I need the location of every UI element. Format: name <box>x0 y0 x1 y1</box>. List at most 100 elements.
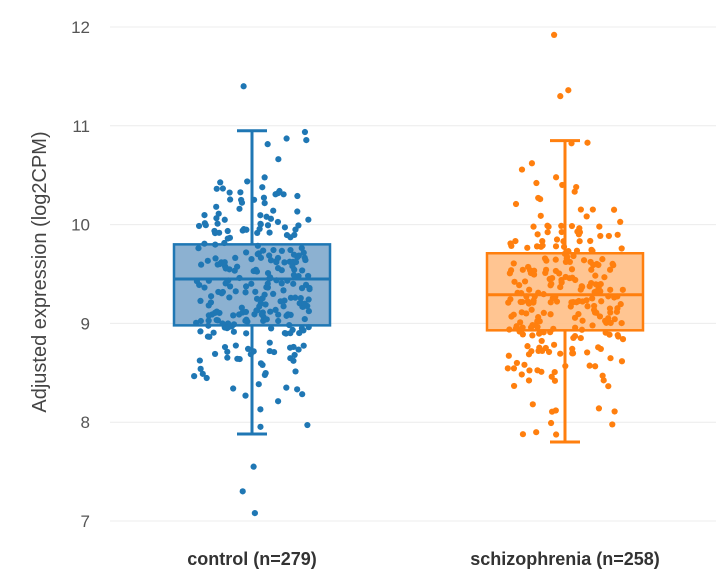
data-point <box>242 392 249 399</box>
data-point <box>196 357 203 364</box>
data-point <box>510 365 518 372</box>
data-point <box>195 245 202 252</box>
data-point <box>270 246 277 254</box>
data-point <box>542 266 550 273</box>
data-point <box>504 365 511 372</box>
data-point <box>592 363 599 370</box>
y-axis-label: Adjusted expression (log2CPM) <box>29 131 51 412</box>
data-point <box>257 360 265 367</box>
data-point <box>205 322 212 329</box>
data-point <box>257 220 264 227</box>
data-point <box>584 349 591 356</box>
data-point <box>261 291 268 298</box>
data-point <box>578 283 585 290</box>
data-point <box>523 310 530 317</box>
data-point <box>303 137 310 144</box>
data-point <box>289 263 296 270</box>
data-point <box>292 258 300 266</box>
data-point <box>237 189 244 196</box>
y-tick-label-7: 7 <box>81 512 90 531</box>
data-point <box>553 298 561 305</box>
data-point <box>222 265 229 272</box>
category-label-control: control (n=279) <box>187 549 317 569</box>
data-point <box>260 194 268 201</box>
data-point <box>280 303 287 310</box>
data-point <box>270 290 277 298</box>
data-point <box>300 249 307 256</box>
data-point <box>602 329 609 336</box>
data-point <box>513 323 520 330</box>
data-point <box>558 222 565 229</box>
data-point <box>552 174 560 181</box>
y-tick-label-8: 8 <box>81 413 90 432</box>
data-point <box>283 231 291 239</box>
data-point <box>213 203 220 210</box>
data-point <box>287 294 295 301</box>
data-point <box>609 260 616 268</box>
data-point <box>547 419 555 427</box>
data-point <box>230 312 237 319</box>
data-point <box>618 358 626 365</box>
data-point <box>205 317 212 324</box>
data-point <box>275 156 282 163</box>
data-point <box>221 259 228 266</box>
data-point <box>230 321 238 328</box>
data-point <box>258 311 265 318</box>
data-point <box>277 298 284 305</box>
data-point <box>280 287 287 294</box>
data-point <box>550 341 558 348</box>
data-point <box>562 273 569 281</box>
data-point <box>589 295 596 302</box>
data-point <box>257 212 264 219</box>
data-point <box>210 329 217 336</box>
data-point <box>290 251 298 258</box>
data-point <box>595 261 602 269</box>
data-point <box>230 328 237 335</box>
data-point <box>517 319 524 326</box>
data-point <box>227 196 234 203</box>
data-point <box>195 222 203 230</box>
data-point <box>528 306 535 313</box>
data-point <box>197 328 204 335</box>
data-point <box>597 280 604 288</box>
box-layer <box>172 31 645 517</box>
data-point <box>571 188 578 195</box>
data-point <box>292 294 299 301</box>
data-point <box>205 312 212 319</box>
data-point <box>521 278 529 285</box>
data-point <box>592 272 599 279</box>
data-point <box>553 431 560 438</box>
data-point <box>197 365 204 372</box>
data-point <box>201 212 208 219</box>
data-point <box>568 222 576 230</box>
data-point <box>542 344 549 352</box>
data-point <box>231 267 238 274</box>
data-point <box>267 257 275 264</box>
data-point <box>529 401 536 408</box>
data-point <box>534 367 541 374</box>
data-point <box>305 216 312 223</box>
data-point <box>267 215 275 222</box>
data-point <box>529 332 536 339</box>
data-point <box>268 325 275 332</box>
data-point <box>597 345 604 353</box>
data-point <box>540 329 547 336</box>
data-point <box>551 368 558 376</box>
data-point <box>287 330 294 337</box>
data-point <box>618 245 625 252</box>
data-point <box>611 316 618 323</box>
box-group-schizophrenia <box>485 31 645 444</box>
y-tick-label-10: 10 <box>71 216 90 235</box>
data-point <box>617 218 624 226</box>
outlier-point <box>557 93 564 100</box>
data-point <box>607 286 614 293</box>
data-point <box>300 342 307 349</box>
data-point <box>222 280 229 287</box>
data-point <box>278 280 285 287</box>
data-point <box>257 423 264 430</box>
data-point <box>562 258 570 266</box>
data-point <box>584 139 591 146</box>
data-point <box>274 218 282 226</box>
data-point <box>213 185 220 192</box>
data-point <box>275 317 282 325</box>
